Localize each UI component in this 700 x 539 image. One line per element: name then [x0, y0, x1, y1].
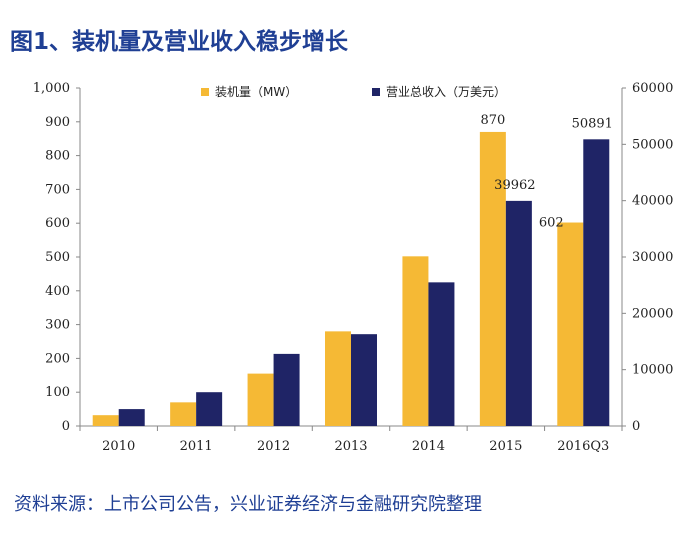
legend-swatch-installed: [201, 88, 209, 96]
legend-label-revenue: 营业总收入（万美元）: [386, 85, 506, 99]
bar-revenue: [196, 392, 223, 426]
y-left-tick-label: 400: [45, 284, 70, 299]
y-left-tick-label: 200: [45, 351, 70, 366]
x-tick-label: 2013: [334, 439, 367, 454]
y-right-tick-label: 30000: [632, 250, 673, 265]
bar-installed-capacity: [325, 331, 351, 426]
page-title: 图1、装机量及营业收入稳步增长: [10, 29, 349, 55]
source-note: 资料来源：上市公司公告，兴业证券经济与金融研究院整理: [14, 494, 482, 515]
y-left-tick-label: 900: [45, 115, 70, 130]
data-label-revenue: 39962: [494, 178, 535, 193]
y-left-tick-label: 800: [45, 149, 70, 164]
y-left-tick-label: 600: [45, 216, 70, 231]
bar-revenue: [273, 353, 300, 426]
y-right-tick-label: 0: [632, 419, 640, 434]
bar-revenue: [428, 282, 455, 426]
y-left-tick-label: 300: [45, 318, 70, 333]
y-left-tick-label: 0: [62, 419, 70, 434]
bar-revenue: [351, 334, 377, 426]
bar-installed-capacity: [557, 222, 584, 426]
y-right-tick-label: 20000: [632, 306, 673, 321]
y-right-tick-label: 10000: [632, 363, 673, 378]
bar-installed-capacity: [479, 131, 506, 426]
y-left-tick-label: 700: [45, 182, 70, 197]
y-left-tick-label: 500: [45, 250, 70, 265]
y-right-tick-label: 60000: [632, 81, 673, 96]
bar-installed-capacity: [402, 256, 429, 426]
x-tick-label: 2012: [257, 439, 290, 454]
data-label-installed: 870: [480, 113, 505, 128]
bar-installed-capacity: [170, 402, 197, 426]
data-label-revenue: 50891: [572, 116, 613, 131]
x-tick-label: 2016Q3: [557, 439, 609, 454]
y-right-tick-label: 40000: [632, 194, 673, 209]
y-left-tick-label: 1,000: [33, 81, 70, 96]
x-tick-label: 2015: [489, 439, 522, 454]
bar-installed-capacity: [247, 373, 274, 426]
legend-swatch-revenue: [372, 88, 380, 96]
bar-revenue: [118, 409, 145, 426]
data-label-installed: 602: [539, 216, 564, 231]
y-left-tick-label: 100: [45, 385, 70, 400]
bar-revenue: [505, 200, 532, 426]
legend-label-installed: 装机量（MW）: [215, 85, 297, 99]
x-tick-label: 2010: [102, 439, 135, 454]
x-tick-label: 2011: [180, 439, 213, 454]
bar-revenue: [583, 139, 610, 426]
y-right-tick-label: 50000: [632, 137, 673, 152]
bar-installed-capacity: [92, 415, 119, 426]
x-tick-label: 2014: [412, 439, 445, 454]
